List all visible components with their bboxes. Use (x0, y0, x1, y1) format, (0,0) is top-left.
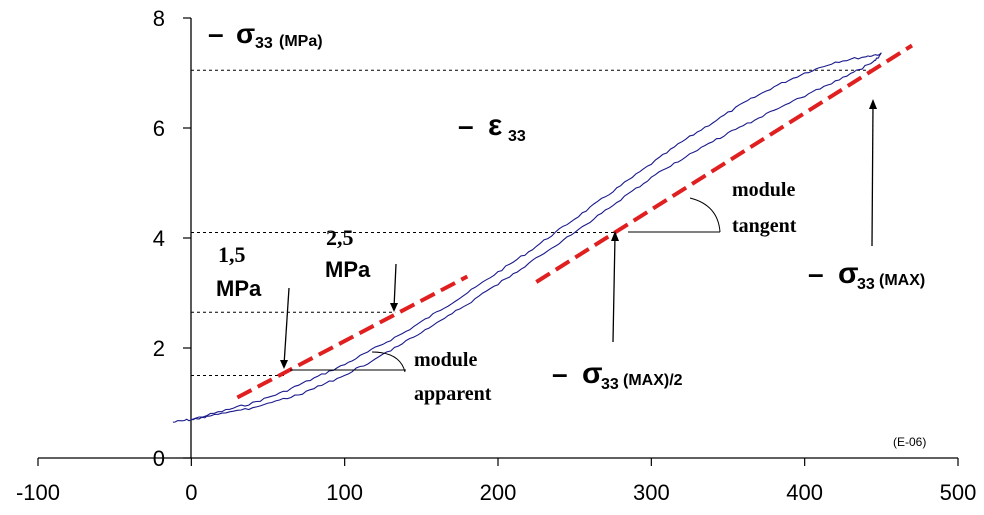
x-tick-label: 0 (185, 480, 197, 505)
x-tick-label: 100 (326, 480, 363, 505)
legend-eps: – ε 33 (458, 109, 526, 145)
y-tick-label: 0 (153, 446, 165, 471)
label-2-5-unit: MPa (325, 257, 371, 282)
sigma-max-dash: – (808, 258, 824, 289)
sigma-max-tag: (MAX) (879, 272, 925, 289)
y-tick-label: 4 (153, 226, 165, 251)
fit-line (535, 43, 914, 284)
label-2-5: 2,5 (326, 225, 354, 250)
legend-sigma-unit: (MPa) (279, 33, 323, 50)
module-apparent-line2: apparent (414, 383, 492, 405)
arrow-sigma-half (612, 235, 616, 343)
sigma-half-symbol: σ (582, 357, 603, 390)
legend-dash: – (208, 18, 224, 49)
label-1-5-unit: MPa (216, 276, 262, 301)
legend-sigma-symbol: σ (236, 18, 255, 49)
arrowhead-sigma-max (869, 99, 877, 109)
x-tick-label: 500 (940, 480, 977, 505)
y-tick-label: 6 (153, 116, 165, 141)
legend-eps-dash: – (458, 110, 474, 141)
sigma-half-dash: – (552, 358, 568, 389)
legend-sigma-sub: 33 (255, 35, 273, 52)
label-1-5: 1,5 (218, 242, 246, 267)
arrow-2-5 (393, 263, 397, 309)
x-tick-label: 400 (786, 480, 823, 505)
y-tick-label: 2 (153, 336, 165, 361)
legend-eps-symbol: ε (488, 109, 502, 142)
x-tick-label: -100 (16, 480, 60, 505)
angle-arc-apparent (371, 351, 406, 373)
legend-eps-sub: 33 (508, 128, 526, 145)
angle-arc-tangent (689, 197, 721, 233)
stress-strain-curve (172, 52, 882, 423)
module-tangent-line1: module (732, 179, 795, 201)
arrow-1-5 (283, 287, 290, 366)
sigma-max-symbol: σ (838, 257, 859, 290)
arrowhead-2-5 (390, 303, 398, 312)
arrowhead-1-5 (280, 360, 288, 369)
arrow-sigma-max (871, 103, 874, 247)
x-tick-label: 200 (480, 480, 517, 505)
module-apparent-line1: module (414, 349, 477, 371)
sigma-half-tag: (MAX)/2 (623, 372, 683, 389)
y-tick-label: 8 (153, 6, 165, 31)
sigma-max-sub: 33 (857, 276, 875, 293)
arrowhead-sigma-half (611, 231, 619, 241)
legend-sigma: – σ 33 (MPa) (208, 18, 323, 52)
code-label: (E-06) (893, 435, 926, 449)
sigma-half-sub: 33 (601, 376, 619, 393)
fit-line (236, 274, 469, 400)
module-tangent-line2: tangent (732, 215, 797, 237)
x-tick-label: 300 (633, 480, 670, 505)
